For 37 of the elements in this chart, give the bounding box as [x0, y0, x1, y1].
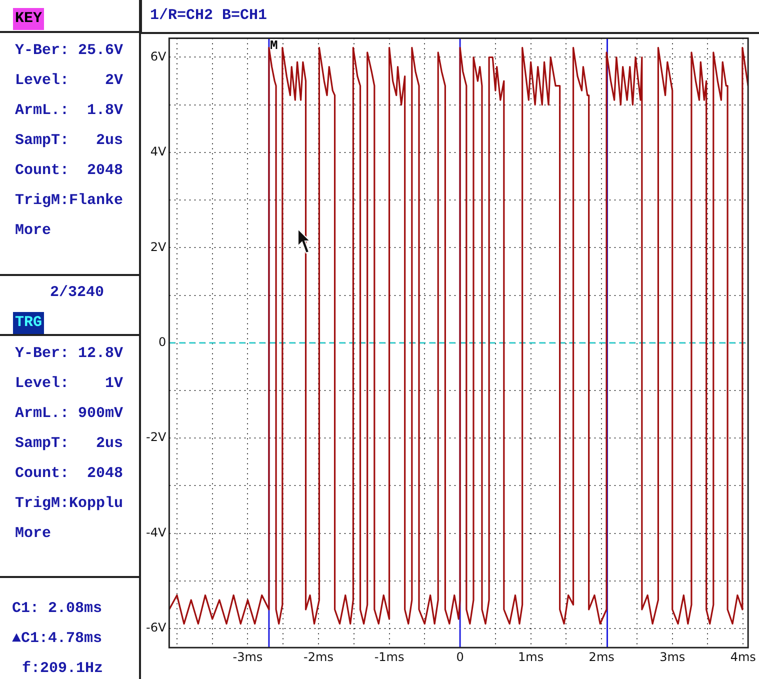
- text: C1: 2.08ms: [12, 600, 102, 618]
- text: More: [15, 525, 52, 543]
- text: Y-Ber: 25.6V: [15, 42, 124, 60]
- text: TRG: [13, 312, 44, 334]
- text: Y-Ber: 12.8V: [15, 345, 124, 363]
- x-tick-label: -1ms: [374, 650, 404, 664]
- x-tick-label: -2ms: [304, 650, 334, 664]
- text: TrigM:Kopplu: [15, 495, 124, 513]
- y-tick-label: -6V: [146, 620, 167, 635]
- x-tick-label: 0: [456, 650, 464, 664]
- text: TrigM:Flanke: [15, 192, 124, 210]
- x-tick-label: 1ms: [518, 650, 544, 664]
- y-tick-label: 6V: [150, 49, 167, 64]
- text: 2/3240: [50, 284, 104, 302]
- text: f:209.1Hz: [22, 660, 104, 678]
- text: SampT: 2us: [15, 132, 124, 150]
- y-tick-label: 0: [158, 335, 166, 350]
- x-tick-label: -3ms: [232, 650, 263, 664]
- text: Level: 2V: [15, 72, 124, 90]
- text: Count: 2048: [15, 162, 124, 180]
- y-tick-label: 2V: [150, 240, 167, 254]
- text: ArmL.: 900mV: [15, 405, 124, 423]
- chart-title: 1/R=CH2 B=CH1: [150, 7, 268, 25]
- x-tick-label: 4ms: [730, 650, 756, 664]
- ref-line-label: M: [270, 38, 278, 53]
- y-tick-label: -2V: [146, 430, 167, 444]
- y-tick-label: 4V: [150, 144, 167, 159]
- text: SampT: 2us: [15, 435, 124, 453]
- text: ArmL.: 1.8V: [15, 102, 124, 120]
- y-tick-label: -4V: [146, 525, 167, 540]
- text: ▲C1:4.78ms: [12, 630, 102, 648]
- text: More: [15, 222, 52, 240]
- text: Count: 2048: [15, 465, 124, 483]
- x-tick-label: 2ms: [588, 650, 614, 664]
- text: Level: 1V: [15, 375, 124, 393]
- text: KEY: [13, 8, 44, 30]
- x-tick-label: 3ms: [660, 650, 686, 664]
